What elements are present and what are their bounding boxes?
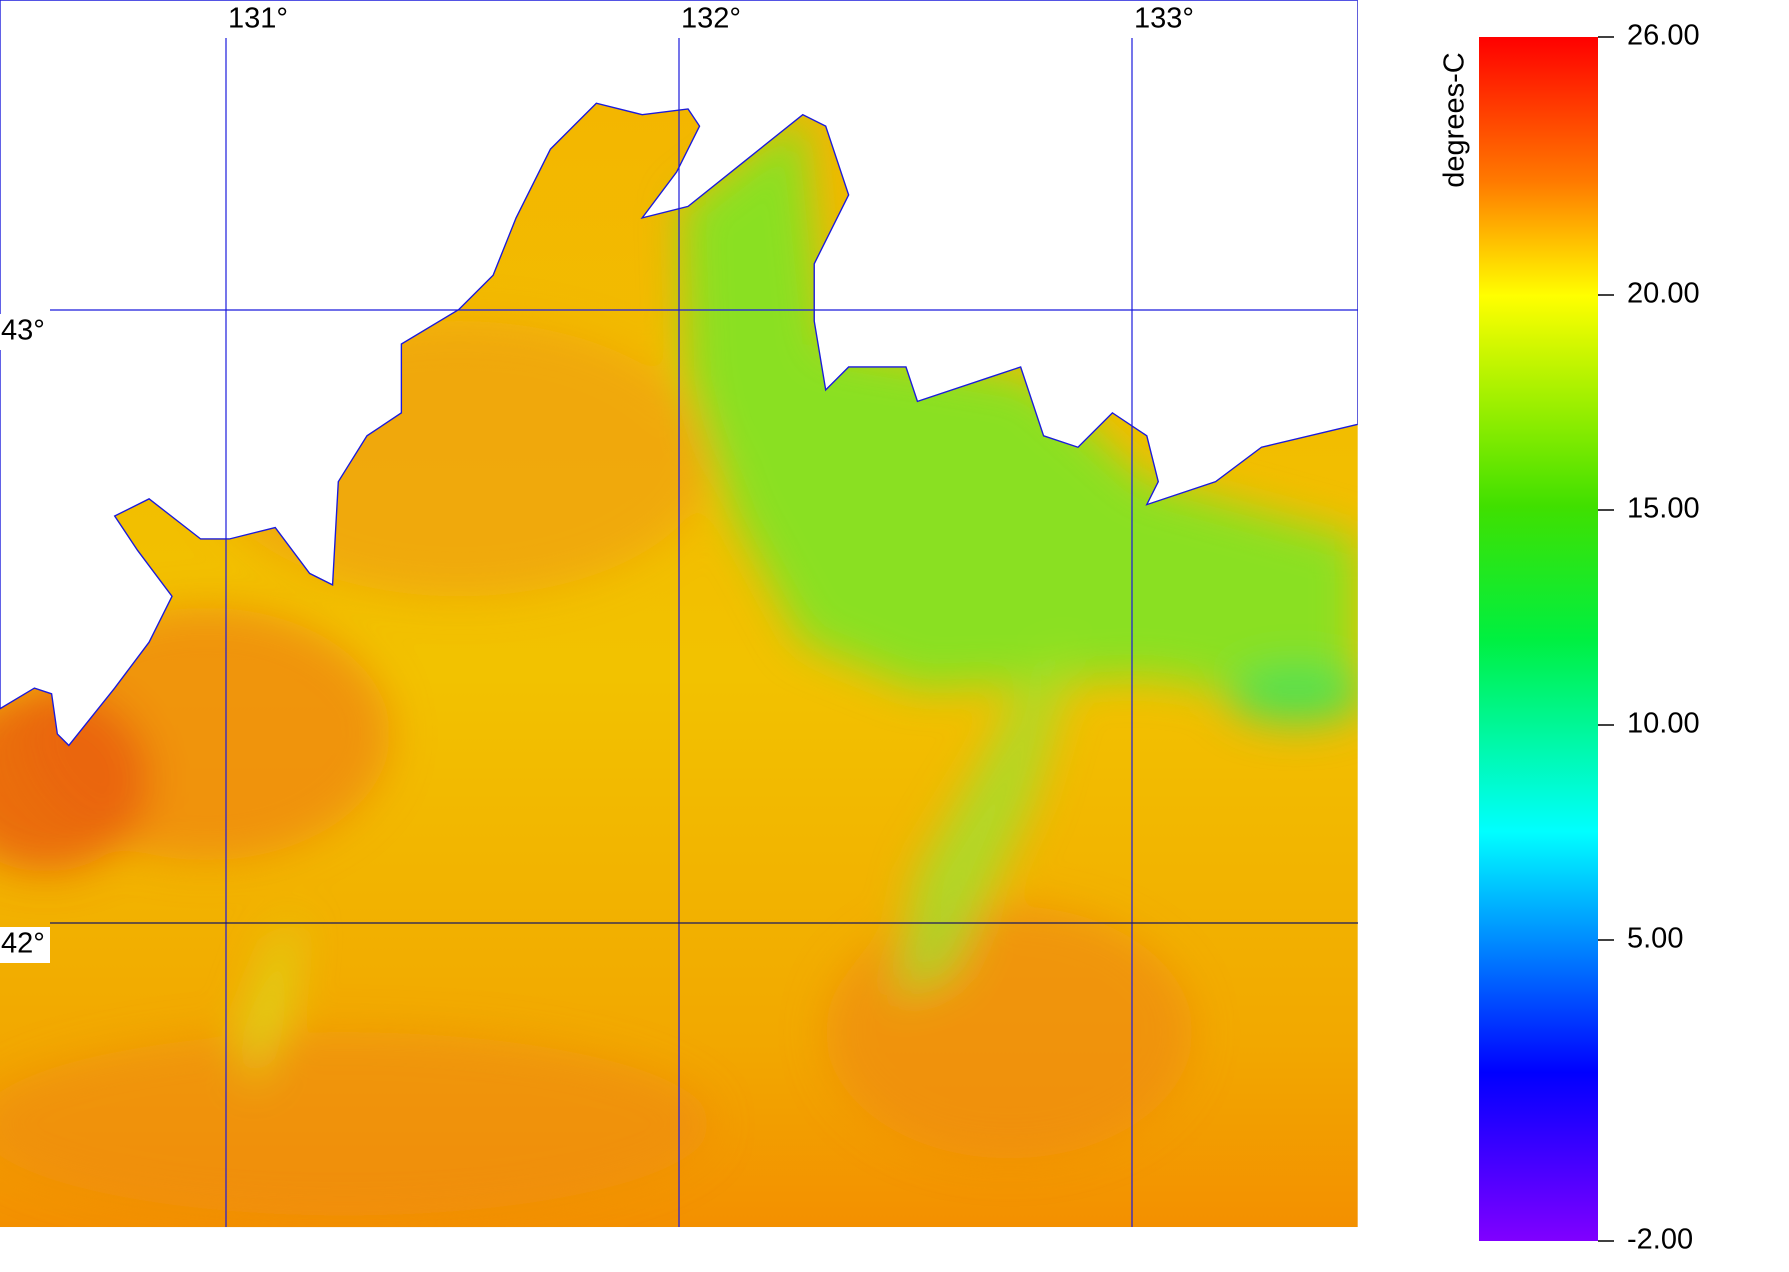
temperature-patches <box>0 114 1358 1216</box>
sst-image <box>0 0 1358 1228</box>
colorbar-tick-label: 5.00 <box>1627 923 1683 955</box>
land <box>0 0 1358 747</box>
colorbar-tick-label: 20.00 <box>1627 278 1700 310</box>
lat-label-bg <box>0 927 50 963</box>
lon-label: 132° <box>681 3 741 35</box>
colorbar-tick-label: -2.00 <box>1627 1224 1693 1256</box>
lat-label-bg <box>0 314 50 350</box>
lat-label: 42° <box>1 928 45 960</box>
colorbar-tick-label: 15.00 <box>1627 493 1700 525</box>
colorbar-label: degrees-C <box>1439 52 1471 187</box>
colorbar-tick-label: 10.00 <box>1627 708 1700 740</box>
colorbar <box>1479 37 1598 1241</box>
lon-label: 131° <box>228 3 288 35</box>
lat-label: 43° <box>1 315 45 347</box>
lon-label: 133° <box>1134 3 1194 35</box>
colorbar-tick-label: 26.00 <box>1627 20 1700 52</box>
